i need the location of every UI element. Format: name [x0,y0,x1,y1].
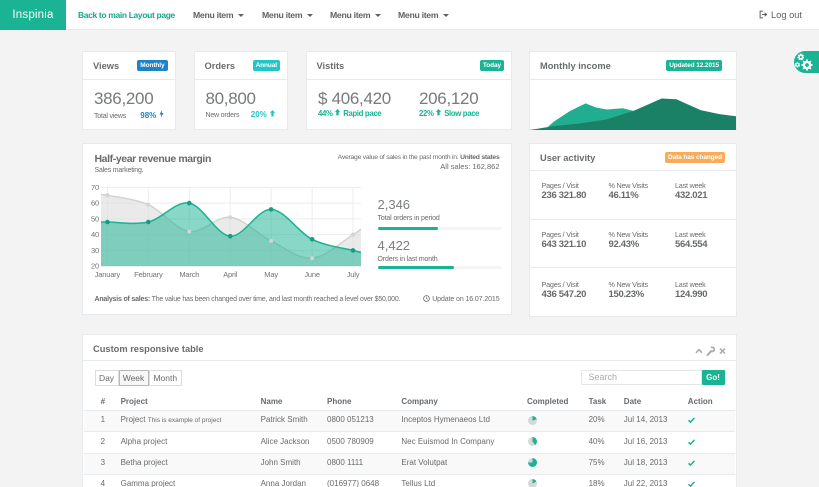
svg-text:May: May [264,270,278,279]
svg-text:40: 40 [91,230,99,239]
svg-text:January: January [95,270,121,279]
svg-text:70: 70 [91,183,99,192]
svg-text:June: June [304,270,319,279]
svg-text:60: 60 [91,199,99,208]
svg-text:20: 20 [91,262,99,271]
svg-text:February: February [134,270,163,279]
svg-text:March: March [179,270,199,279]
svg-text:April: April [223,270,238,279]
svg-text:50: 50 [91,215,99,224]
svg-text:30: 30 [91,246,99,255]
svg-text:July: July [347,270,360,279]
